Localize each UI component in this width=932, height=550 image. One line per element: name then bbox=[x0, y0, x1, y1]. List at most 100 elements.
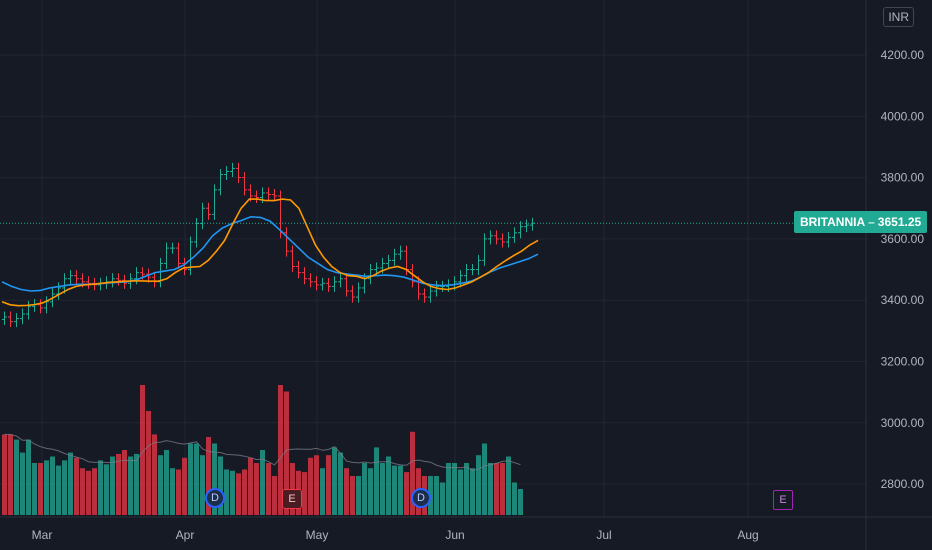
upcoming-earnings-icon[interactable]: E bbox=[773, 490, 793, 510]
volume-bar bbox=[122, 450, 127, 515]
x-tick-label: Mar bbox=[32, 528, 53, 542]
volume-bar bbox=[8, 434, 13, 515]
volume-bar bbox=[38, 463, 43, 515]
volume-bar bbox=[98, 460, 103, 515]
volume-bar bbox=[386, 456, 391, 515]
volume-bar bbox=[332, 447, 337, 515]
volume-bar bbox=[500, 463, 505, 515]
volume-bar bbox=[140, 385, 145, 515]
volume-bar bbox=[356, 476, 361, 515]
volume-bar bbox=[320, 468, 325, 515]
volume-bar bbox=[104, 464, 109, 515]
ma-fast-line bbox=[1, 198, 539, 307]
volume-bar bbox=[452, 463, 457, 515]
volume-bar bbox=[344, 468, 349, 515]
x-tick-label: Apr bbox=[176, 528, 195, 542]
volume-bar bbox=[92, 468, 97, 515]
volume-bar bbox=[110, 456, 115, 515]
volume-bar bbox=[506, 456, 511, 515]
y-tick-label: 3800.00 bbox=[881, 171, 925, 185]
y-tick-label: 4000.00 bbox=[881, 109, 925, 123]
volume-bar bbox=[26, 439, 31, 515]
volume-bar bbox=[50, 456, 55, 515]
volume-bar bbox=[176, 469, 181, 515]
volume-bar bbox=[350, 476, 355, 515]
volume-bar bbox=[44, 460, 49, 515]
volume-bar bbox=[218, 456, 223, 515]
volume-bar bbox=[134, 453, 139, 515]
volume-bar bbox=[68, 452, 73, 515]
volume-bar bbox=[206, 437, 211, 515]
volume-bar bbox=[242, 469, 247, 515]
volume-bar bbox=[266, 463, 271, 515]
volume-bar bbox=[434, 476, 439, 515]
volume-bar bbox=[20, 452, 25, 515]
earnings-icon[interactable]: E bbox=[282, 489, 302, 509]
volume-bar bbox=[2, 434, 7, 515]
volume-bar bbox=[464, 463, 469, 515]
volume-bar bbox=[326, 455, 331, 515]
x-tick-label: Jul bbox=[596, 528, 611, 542]
volume-bar bbox=[188, 443, 193, 515]
volume-bar bbox=[164, 450, 169, 515]
currency-button[interactable]: INR bbox=[883, 7, 914, 27]
volume-bar bbox=[404, 472, 409, 515]
volume-bar bbox=[236, 473, 241, 515]
volume-bar bbox=[494, 463, 499, 515]
volume-bar bbox=[224, 469, 229, 515]
volume-bar bbox=[440, 482, 445, 515]
volume-bar bbox=[128, 456, 133, 515]
volume-bar bbox=[278, 385, 283, 515]
y-tick-label: 3000.00 bbox=[881, 416, 925, 430]
volume-bar bbox=[254, 463, 259, 515]
volume-bar bbox=[194, 443, 199, 515]
volume-bar bbox=[62, 460, 67, 515]
volume-bar bbox=[302, 472, 307, 515]
volume-bar bbox=[152, 434, 157, 515]
x-tick-label: Aug bbox=[737, 528, 758, 542]
volume-bar bbox=[158, 455, 163, 515]
volume-bar bbox=[398, 465, 403, 515]
volume-bar bbox=[410, 431, 415, 515]
volume-bar bbox=[260, 450, 265, 515]
volume-bar bbox=[272, 476, 277, 515]
y-tick-label: 3400.00 bbox=[881, 293, 925, 307]
last-price-value: 3651.25 bbox=[877, 215, 922, 229]
volume-bar bbox=[374, 447, 379, 515]
volume-bar bbox=[116, 453, 121, 515]
volume-bar bbox=[362, 463, 367, 515]
volume-bar bbox=[470, 468, 475, 515]
volume-bar bbox=[368, 468, 373, 515]
volume-bar bbox=[170, 468, 175, 515]
volume-bar bbox=[284, 391, 289, 515]
x-tick-label: Jun bbox=[445, 528, 464, 542]
volume-bar bbox=[512, 482, 517, 515]
volume-bar bbox=[380, 463, 385, 515]
y-tick-label: 3600.00 bbox=[881, 232, 925, 246]
volume-bar bbox=[80, 468, 85, 515]
volume-bar bbox=[32, 463, 37, 515]
volume-bar bbox=[446, 463, 451, 515]
volume-bar bbox=[476, 455, 481, 515]
volume-bar bbox=[392, 465, 397, 515]
volume-ma-line bbox=[4, 433, 521, 472]
volume-bar bbox=[338, 452, 343, 515]
volume-bar bbox=[86, 470, 91, 515]
y-tick-label: 3200.00 bbox=[881, 355, 925, 369]
dividend-icon[interactable]: D bbox=[411, 488, 431, 508]
y-tick-label: 2800.00 bbox=[881, 477, 925, 491]
x-tick-label: May bbox=[306, 528, 329, 542]
volume-bar bbox=[230, 470, 235, 515]
symbol-name: BRITANNIA bbox=[800, 215, 866, 229]
volume-bar bbox=[518, 489, 523, 515]
volume-bar bbox=[248, 457, 253, 515]
volume-bar bbox=[308, 457, 313, 515]
volume-bar bbox=[74, 457, 79, 515]
volume-bar bbox=[182, 457, 187, 515]
volume-bar bbox=[14, 439, 19, 515]
y-tick-label: 4200.00 bbox=[881, 48, 925, 62]
last-price-label: BRITANNIA –3651.25 bbox=[794, 211, 928, 233]
dividend-icon[interactable]: D bbox=[205, 488, 225, 508]
